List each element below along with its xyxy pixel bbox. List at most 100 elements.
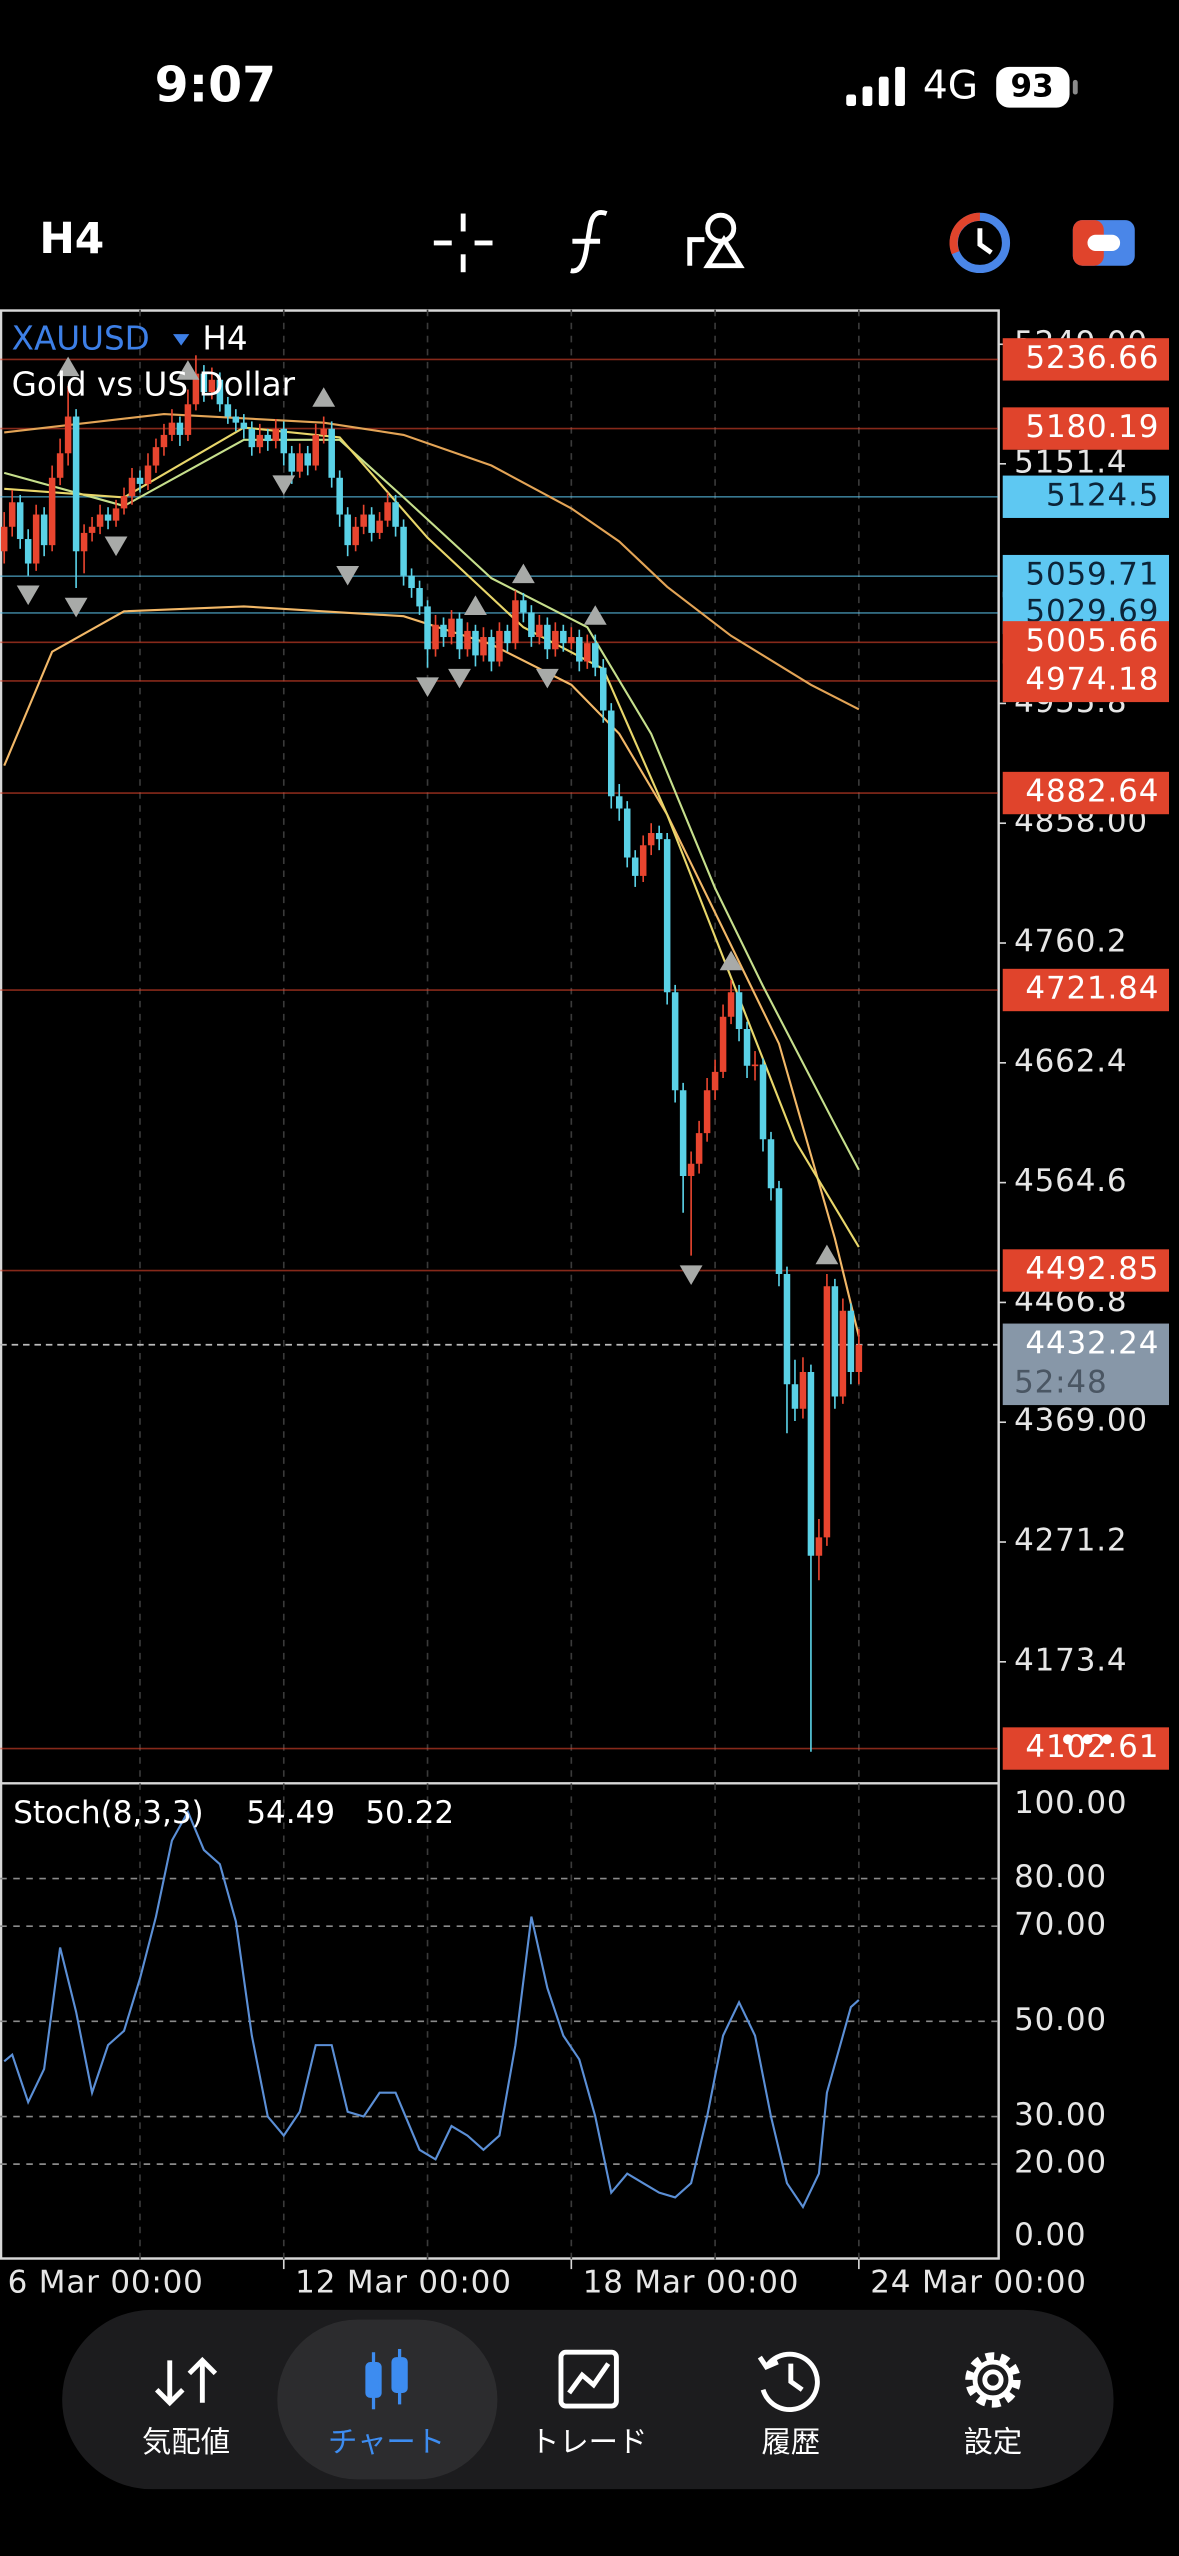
- candle-body: [24, 539, 32, 564]
- account-button[interactable]: [949, 212, 1011, 274]
- symbol-label[interactable]: XAUUSD: [12, 320, 150, 358]
- tab-label[interactable]: チャート: [328, 2425, 445, 2459]
- level-price-box: [1002, 771, 1170, 815]
- stoch-tick-label: 70.00: [1014, 1907, 1107, 1943]
- candle-body: [536, 624, 543, 638]
- symbol-dropdown[interactable]: [173, 334, 190, 346]
- candle-body: [847, 1310, 855, 1372]
- fractal-up: [511, 563, 535, 584]
- battery-level: 93: [1011, 69, 1054, 105]
- candle-body: [775, 1188, 783, 1274]
- candle-body: [719, 1016, 727, 1072]
- candle-body: [160, 434, 168, 448]
- candle-body: [464, 630, 471, 650]
- fractal-up: [815, 1244, 839, 1265]
- candle-body: [64, 416, 72, 454]
- objects-button[interactable]: [687, 212, 745, 269]
- candle-body: [671, 992, 679, 1091]
- candle-body: [759, 1064, 767, 1140]
- candle-body: [336, 477, 343, 515]
- candle-body: [600, 667, 607, 711]
- candle-body: [104, 514, 112, 521]
- fractal-down: [16, 585, 40, 606]
- candle-body: [815, 1537, 823, 1556]
- candle-body: [144, 465, 152, 484]
- crosshair-button[interactable]: [433, 213, 493, 273]
- stoch-tick-label: 100.00: [1014, 1785, 1127, 1821]
- y-tick-label: 5151.4: [1014, 444, 1127, 480]
- network-label: 4G: [923, 64, 978, 109]
- candle-body: [408, 575, 415, 589]
- candle-body: [679, 1090, 687, 1177]
- y-tick-label: 4173.4: [1014, 1642, 1127, 1678]
- trade-button[interactable]: [1072, 220, 1135, 266]
- level-price-label: 4974.18: [1025, 661, 1159, 697]
- battery: [996, 66, 1070, 108]
- candle-body: [312, 434, 319, 466]
- current-price-label: 4432.24: [1025, 1325, 1159, 1361]
- candle-body: [488, 637, 495, 662]
- level-price-label: 4492.85: [1025, 1251, 1159, 1287]
- candle-body: [368, 514, 375, 533]
- candle-body: [248, 428, 256, 448]
- tab-label[interactable]: 履歴: [761, 2425, 820, 2459]
- candle-body: [592, 643, 599, 668]
- tab-label[interactable]: 気配値: [142, 2425, 230, 2459]
- timeframe-button[interactable]: H4: [39, 214, 104, 263]
- candle-body: [655, 833, 663, 840]
- candle-body: [448, 618, 455, 638]
- level-price-box: [1002, 554, 1170, 598]
- candle-body: [615, 796, 623, 809]
- candle-body: [400, 526, 407, 576]
- chart-icon[interactable]: [365, 2348, 408, 2410]
- level-price-label: 4721.84: [1025, 971, 1159, 1007]
- candle-body: [711, 1071, 719, 1091]
- status-time: 9:07: [155, 57, 277, 114]
- settings-icon[interactable]: [965, 2352, 1021, 2408]
- candle-body: [136, 477, 144, 484]
- candle-body: [288, 453, 296, 472]
- countdown-label: 52:48: [1014, 1364, 1107, 1400]
- stoch-name: Stoch(8,3,3): [13, 1795, 203, 1831]
- y-tick-label: 4271.2: [1014, 1523, 1127, 1559]
- indicator-button[interactable]: [570, 209, 608, 274]
- candle-body: [304, 453, 311, 466]
- candle-body: [256, 434, 264, 448]
- chart-frame: [0, 309, 1000, 2260]
- level-price-label: 5005.66: [1025, 623, 1159, 659]
- candle-body: [607, 710, 615, 797]
- more-button[interactable]: [1063, 1734, 1112, 1745]
- level-price-box: [1002, 1727, 1170, 1770]
- tab-label[interactable]: トレード: [530, 2425, 647, 2459]
- candle-body: [192, 373, 200, 405]
- current-price-box: [1002, 1323, 1170, 1406]
- level-price-label: 4102.61: [1025, 1729, 1159, 1765]
- quotes-icon[interactable]: [154, 2356, 218, 2407]
- trade-icon[interactable]: [558, 2349, 619, 2409]
- fractal-up: [176, 360, 200, 380]
- y-tick-label: 4760.2: [1014, 924, 1127, 960]
- history-icon[interactable]: [757, 2351, 820, 2413]
- candle-body: [224, 404, 232, 417]
- candle-body: [687, 1163, 695, 1177]
- candle-body: [240, 422, 248, 429]
- candle-body: [88, 526, 96, 533]
- candle-body: [32, 514, 40, 564]
- tab-label[interactable]: 設定: [964, 2425, 1023, 2459]
- tab-labels: 気配値 チャート トレード 履歴 設定: [142, 2425, 1022, 2459]
- y-tick-label: 4369.00: [1014, 1403, 1148, 1439]
- x-tick-label: 18 Mar 00:00: [583, 2264, 800, 2300]
- candle-body: [16, 502, 24, 540]
- candle-body: [703, 1090, 711, 1134]
- level-price-label: 5236.66: [1025, 340, 1159, 376]
- candle-body: [791, 1384, 799, 1409]
- candle-body: [560, 630, 567, 644]
- stoch-tick-label: 0.00: [1014, 2217, 1086, 2253]
- moving-average: [3, 605, 860, 1337]
- candle-body: [328, 428, 335, 478]
- level-price-box: [1002, 659, 1170, 703]
- candle-body: [783, 1273, 791, 1385]
- candle-body: [472, 630, 479, 656]
